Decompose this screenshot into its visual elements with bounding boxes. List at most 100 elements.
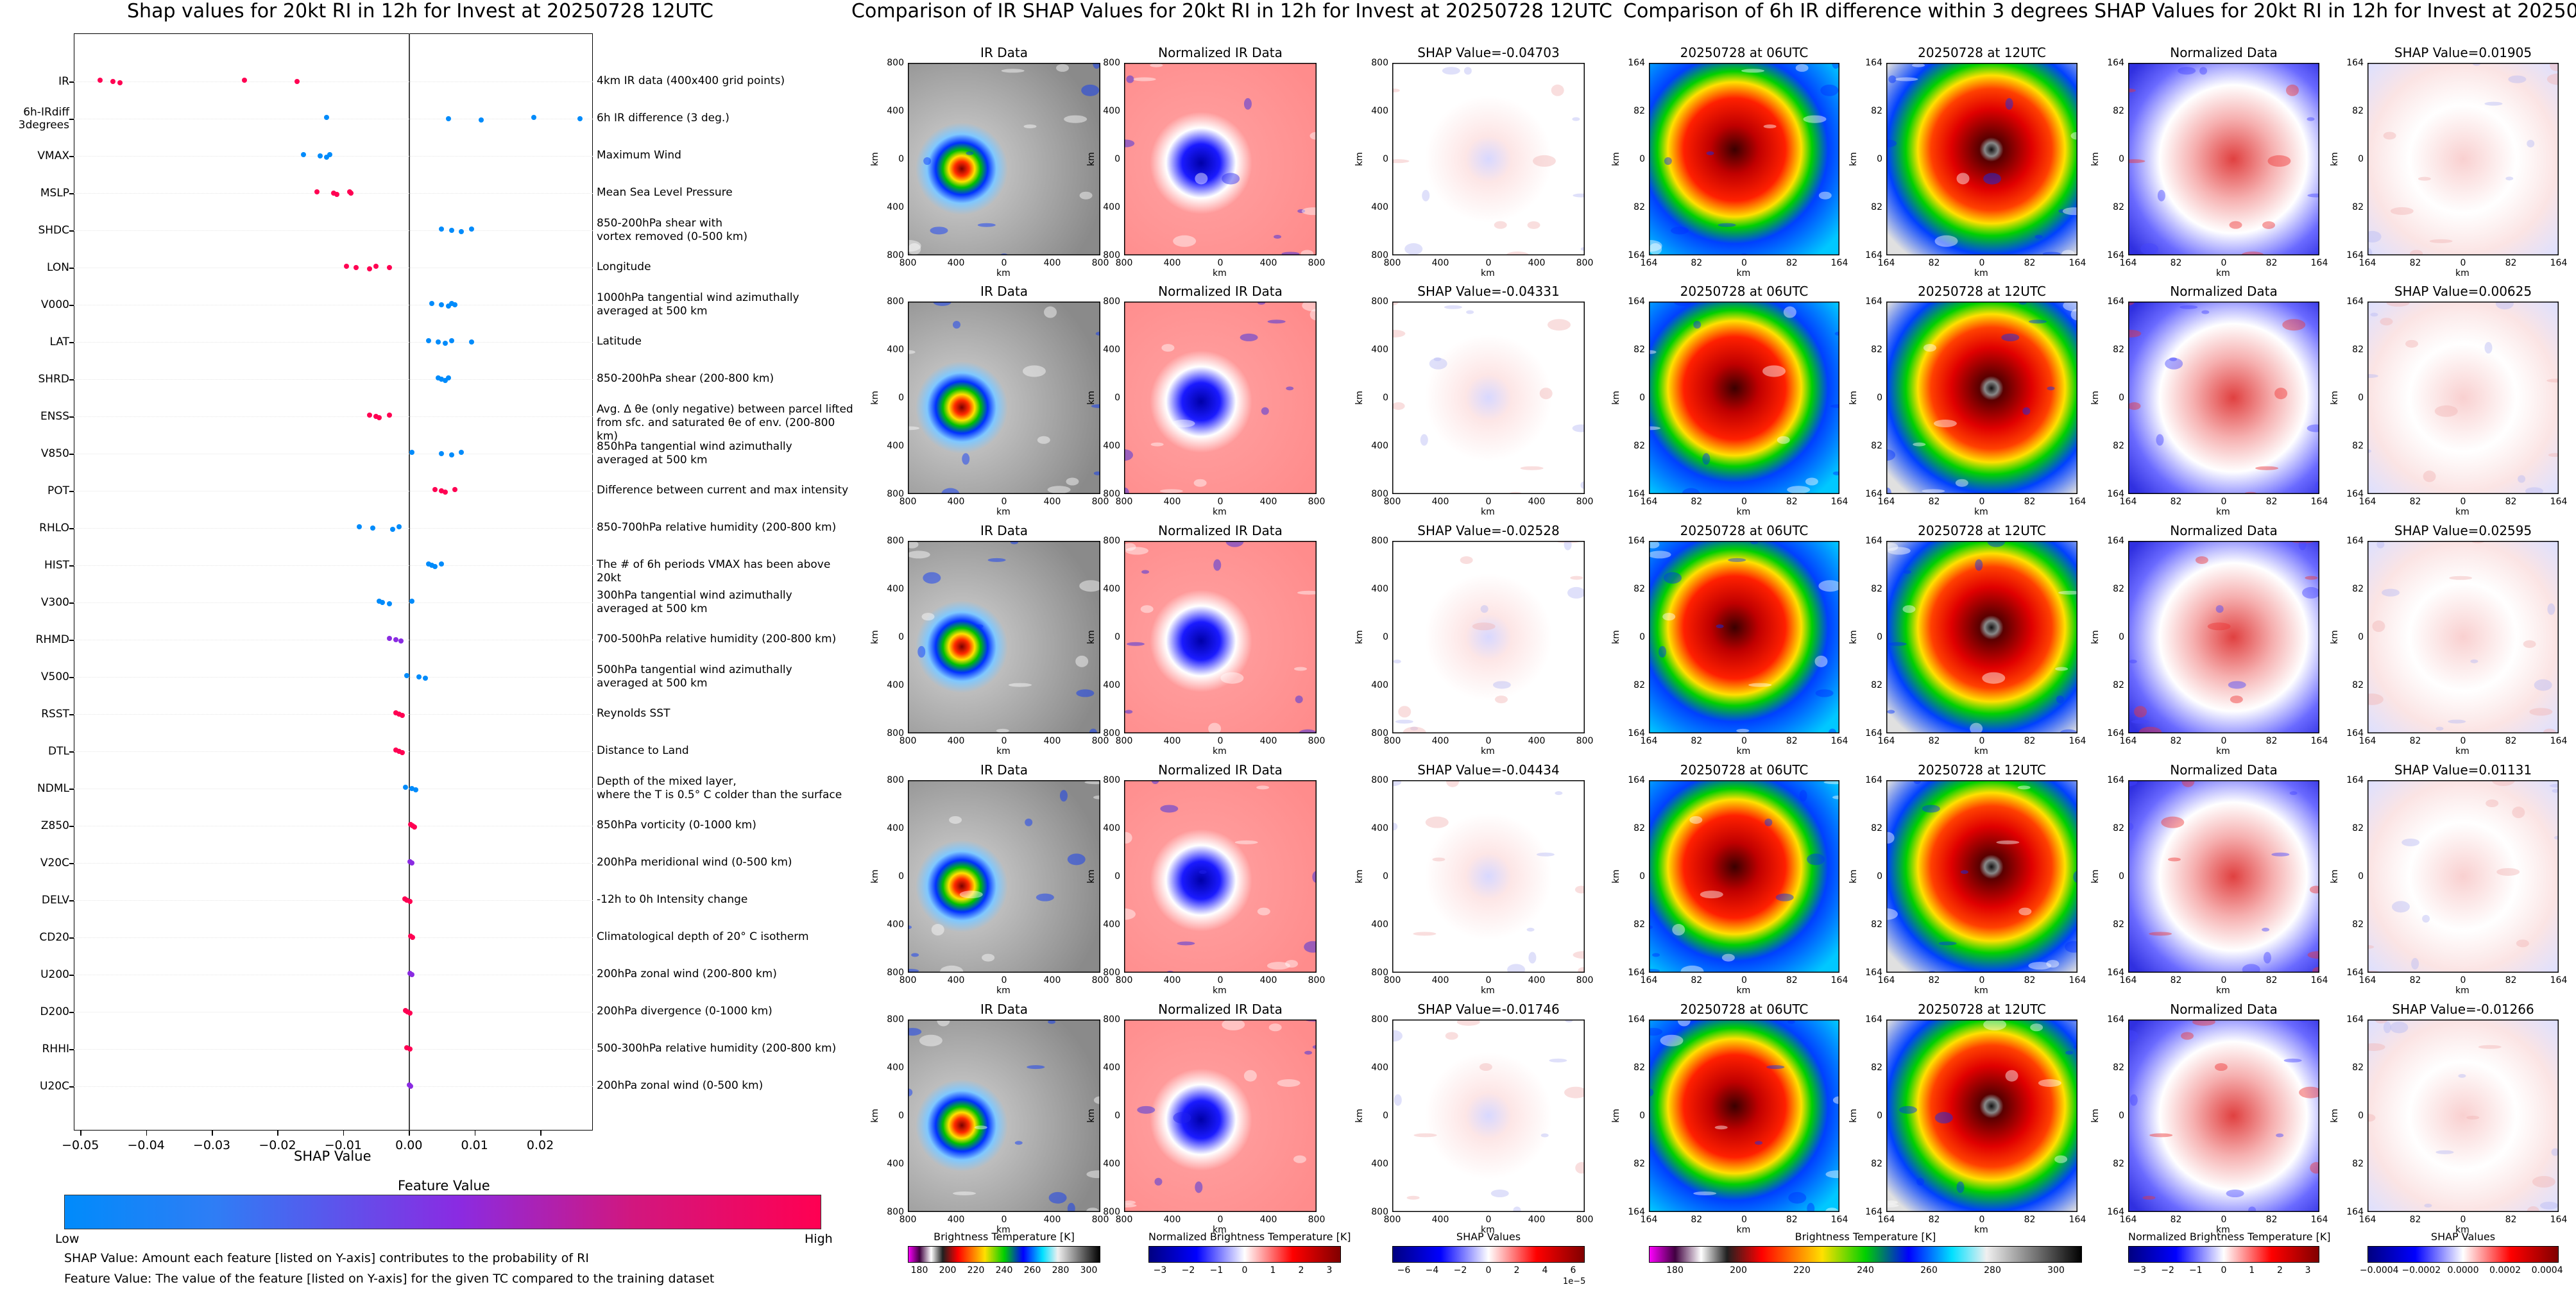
x-tick-label: 0 xyxy=(2221,497,2227,507)
x-tick-label: 82 xyxy=(1691,497,1703,507)
x-tick-label: 82 xyxy=(1786,1215,1798,1225)
y-axis-label: km xyxy=(1086,152,1096,166)
row-gridline xyxy=(74,156,593,157)
x-tick-label: 800 xyxy=(1091,497,1109,507)
texture-blob xyxy=(1432,857,1446,862)
shap-point xyxy=(425,561,431,567)
colorbar-tick-label: −4 xyxy=(1425,1265,1439,1276)
image-panel xyxy=(2367,780,2559,973)
texture-blob xyxy=(1392,159,1410,164)
texture-blob xyxy=(1141,570,1150,574)
shap-point xyxy=(432,564,438,569)
texture-blob xyxy=(1410,726,1419,731)
x-axis-label: SHAP Value xyxy=(294,1148,371,1164)
panel-title: SHAP Value=-0.04434 xyxy=(1417,762,1560,778)
panel-frame xyxy=(2128,63,2319,255)
y-tick xyxy=(69,342,74,343)
texture-blob xyxy=(1124,1200,1136,1205)
feature-name-label: V300 xyxy=(40,596,69,609)
panel-title: 20250728 at 12UTC xyxy=(1918,1002,2046,1017)
texture-blob xyxy=(1970,722,1983,733)
y-tick xyxy=(69,900,74,901)
y-axis-label: km xyxy=(1354,1109,1365,1123)
texture-blob xyxy=(1159,489,1183,493)
panel-field xyxy=(1886,302,2077,494)
texture-blob xyxy=(1442,67,1460,75)
feature-name-label: V20C xyxy=(40,857,69,869)
image-panel xyxy=(1649,63,1839,255)
shap-point xyxy=(531,115,536,120)
shap-point xyxy=(403,785,409,790)
y-tick xyxy=(69,416,74,418)
y-tick-label: 82 xyxy=(1633,202,1645,212)
y-tick-label: 800 xyxy=(1103,250,1120,260)
texture-blob xyxy=(2179,305,2198,309)
texture-blob xyxy=(937,1020,950,1027)
x-tick-label: 164 xyxy=(2310,258,2328,268)
x-tick-label: 82 xyxy=(2409,1215,2421,1225)
texture-blob xyxy=(1267,320,1286,324)
colorbar-tick-label: 280 xyxy=(1984,1265,2001,1276)
shap-point xyxy=(110,79,116,84)
x-axis-label: km xyxy=(2216,1225,2230,1235)
x-tick-label: 800 xyxy=(1576,736,1594,746)
texture-blob xyxy=(2529,708,2553,716)
y-tick-label: 400 xyxy=(1103,441,1120,451)
panel-field xyxy=(1124,63,1317,255)
texture-blob xyxy=(1829,728,1837,733)
feature-description-label: 850-700hPa relative humidity (200-800 km… xyxy=(597,521,837,534)
panel-frame xyxy=(1649,541,1839,733)
texture-blob xyxy=(2372,620,2385,633)
x-tick xyxy=(474,1131,476,1136)
shap-point xyxy=(439,302,445,307)
panel-field xyxy=(2367,302,2559,494)
texture-blob xyxy=(908,426,920,431)
feature-description-label: 300hPa tangential wind azimuthally avera… xyxy=(597,589,792,615)
texture-blob xyxy=(1225,541,1244,547)
texture-blob xyxy=(1916,1177,1925,1186)
texture-blob xyxy=(2367,230,2382,243)
y-axis-label: km xyxy=(2090,391,2101,405)
x-tick-label: 82 xyxy=(2505,975,2517,986)
shap-point xyxy=(404,1045,410,1050)
x-tick-label: 800 xyxy=(1383,497,1401,507)
y-axis-label: km xyxy=(1610,630,1621,644)
x-axis-label: km xyxy=(2455,507,2469,517)
texture-blob xyxy=(1663,572,1682,584)
feature-description-label: The # of 6h periods VMAX has been above … xyxy=(597,558,831,585)
feature-description-label: Depth of the mixed layer, where the T is… xyxy=(597,775,842,801)
y-axis-label: km xyxy=(869,391,880,405)
y-tick-label: 82 xyxy=(1633,106,1645,116)
x-tick-label: 800 xyxy=(1383,975,1401,986)
texture-blob xyxy=(1001,69,1025,73)
panel-frame xyxy=(908,1020,1100,1212)
y-tick-label: 164 xyxy=(1628,728,1645,738)
texture-blob xyxy=(966,151,974,155)
shap-point xyxy=(439,451,445,456)
x-axis-label: km xyxy=(1736,986,1751,996)
texture-blob xyxy=(1575,1162,1585,1174)
feature-name-label: V000 xyxy=(40,298,69,311)
y-tick-label: 164 xyxy=(1865,250,1882,260)
texture-blob xyxy=(1805,477,1818,486)
texture-blob xyxy=(1787,486,1811,494)
y-tick-label: 164 xyxy=(1865,536,1882,546)
panel-field xyxy=(1124,780,1317,973)
panel-title: Normalized Data xyxy=(2170,762,2278,778)
x-tick-label: 400 xyxy=(1431,975,1449,986)
texture-blob xyxy=(1067,853,1086,866)
texture-blob xyxy=(2382,588,2400,597)
panel-title: SHAP Value=-0.01746 xyxy=(1417,1002,1560,1017)
x-tick-label: 400 xyxy=(1259,1215,1277,1225)
shap-point xyxy=(407,899,413,904)
texture-blob xyxy=(1814,655,1828,667)
shap-point xyxy=(377,415,382,420)
x-axis-label: km xyxy=(1974,268,1988,278)
feature-description-label: Longitude xyxy=(597,260,651,273)
image-panel xyxy=(1886,63,2077,255)
x-tick-label: 164 xyxy=(2068,1215,2086,1225)
x-tick-label: 164 xyxy=(2119,258,2137,268)
texture-blob xyxy=(1832,63,1839,69)
x-tick-label: 0 xyxy=(2460,975,2466,986)
texture-blob xyxy=(1564,541,1572,551)
